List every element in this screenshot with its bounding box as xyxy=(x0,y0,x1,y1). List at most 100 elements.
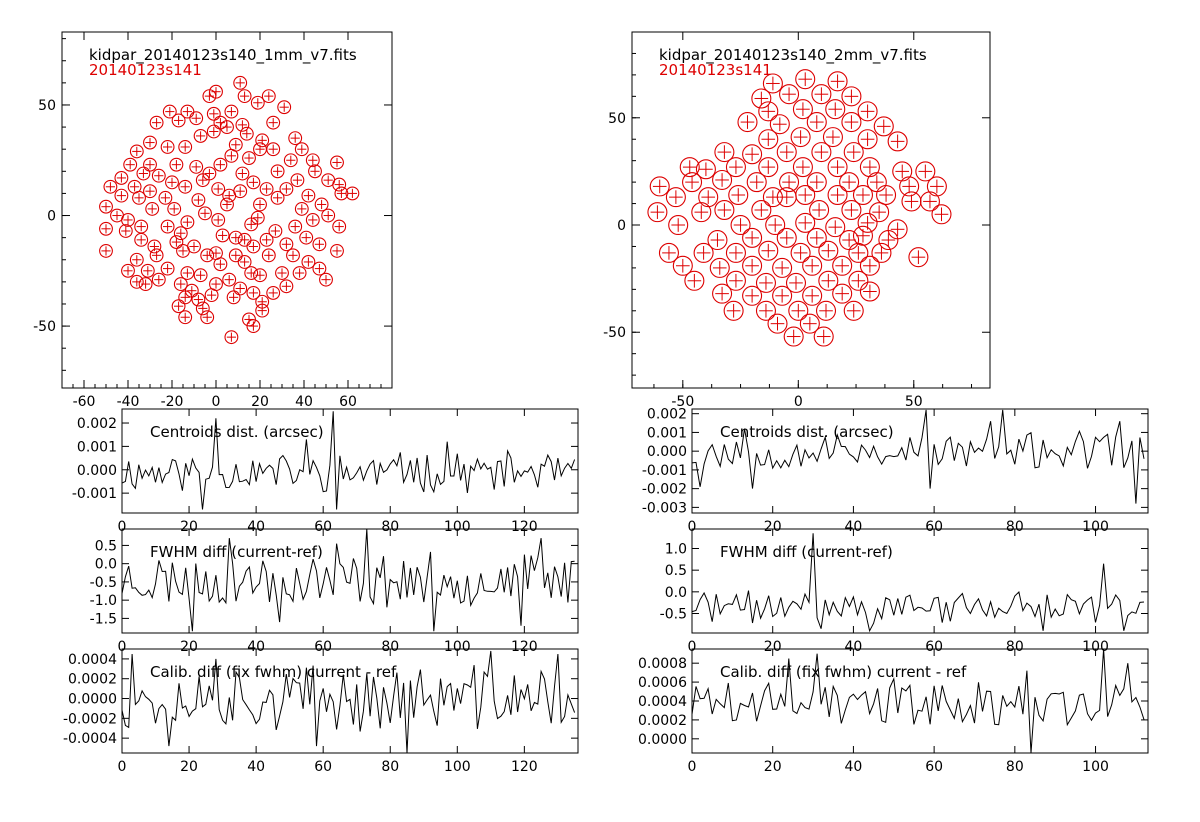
detector-marker xyxy=(330,155,344,170)
detector-marker xyxy=(684,270,705,291)
detector-marker xyxy=(134,219,149,234)
detector-marker xyxy=(802,255,823,276)
detector-marker xyxy=(682,172,703,193)
y-tick-label: -0.5 xyxy=(90,575,117,591)
detector-marker xyxy=(279,237,294,252)
detector-marker xyxy=(806,172,827,193)
detector-marker xyxy=(792,99,813,120)
detector-marker xyxy=(776,142,797,163)
detector-marker xyxy=(795,212,816,233)
x-tick-label: 100 xyxy=(1082,519,1109,535)
detector-marker xyxy=(213,157,228,172)
detector-marker xyxy=(202,89,217,104)
detector-marker xyxy=(195,173,210,188)
x-tick-label: 20 xyxy=(180,639,198,655)
residual-res1b-frame xyxy=(121,528,579,634)
residual-res1c-frame xyxy=(121,648,579,754)
detector-marker xyxy=(206,106,221,121)
y-tick-label: 0.000 xyxy=(77,463,117,479)
x-tick-label: 60 xyxy=(314,759,332,775)
x-tick-label: 80 xyxy=(381,639,399,655)
detector-marker xyxy=(180,266,195,280)
residual-plot-res2b: 0 20 40 60 80 100 -0.5 0.0 0.5 1.0 FWHM diff (curr… xyxy=(660,528,1149,655)
detector-marker xyxy=(827,157,848,178)
x-tick-label: 20 xyxy=(251,394,269,410)
x-tick-label: 60 xyxy=(339,394,357,410)
detector-marker xyxy=(224,104,239,119)
detector-marker xyxy=(121,213,135,227)
y-tick-label: 0.0008 xyxy=(638,656,687,672)
detector-marker xyxy=(261,89,276,104)
detector-marker xyxy=(742,144,763,165)
detector-marker xyxy=(818,240,839,261)
x-tick-label: 40 xyxy=(247,759,265,775)
detector-marker xyxy=(915,161,936,182)
y-tick-label: 0.0 xyxy=(95,557,117,573)
y-tick-label: -0.5 xyxy=(660,607,687,623)
detector-marker xyxy=(919,191,940,212)
detector-marker xyxy=(189,111,204,126)
detector-marker xyxy=(776,227,797,248)
detector-marker xyxy=(253,142,267,157)
detector-marker xyxy=(765,214,786,236)
detector-marker xyxy=(114,171,129,185)
detector-marker xyxy=(792,157,813,178)
detector-marker xyxy=(825,99,846,120)
detector-marker xyxy=(859,157,880,178)
residual-label: Centroids dist. (arcsec) xyxy=(720,423,894,441)
residual-label: Calib. diff (fix fwhm) current - ref xyxy=(720,663,967,681)
detector-marker xyxy=(250,210,265,225)
y-tick-label: -0.0002 xyxy=(63,711,117,727)
detector-marker xyxy=(169,235,184,249)
detector-marker xyxy=(742,227,763,248)
detector-marker xyxy=(321,208,336,223)
detector-marker xyxy=(286,248,300,263)
detector-marker xyxy=(279,279,294,294)
detector-marker xyxy=(292,266,307,280)
detector-marker xyxy=(246,239,261,254)
x-tick-label: 40 xyxy=(845,759,863,775)
y-tick-label: 50 xyxy=(608,111,626,127)
y-tick-label: -0.003 xyxy=(642,500,687,516)
detector-marker xyxy=(305,153,320,168)
y-tick-label: 50 xyxy=(38,98,56,114)
detector-marker xyxy=(859,281,880,302)
detector-marker xyxy=(204,288,219,303)
map-title: kidpar_20140123s140_2mm_v7.fits xyxy=(659,46,927,65)
detector-marker xyxy=(277,100,292,115)
detector-marker xyxy=(99,199,113,214)
detector-marker xyxy=(712,283,733,304)
detector-marker xyxy=(151,272,166,287)
detector-marker xyxy=(751,88,772,109)
detector-marker xyxy=(270,190,285,205)
detector-marker xyxy=(730,214,751,236)
y-tick-label: 0.0000 xyxy=(68,692,117,708)
detector-marker xyxy=(841,86,862,107)
x-tick-label: 0 xyxy=(118,519,127,535)
detector-marker xyxy=(136,166,151,181)
detector-marker xyxy=(802,285,823,306)
detector-marker xyxy=(679,157,700,178)
detector-marker xyxy=(165,175,179,190)
detector-marker xyxy=(244,217,259,232)
detector-marker xyxy=(668,214,689,236)
x-tick-label: 20 xyxy=(764,519,782,535)
y-tick-label: -0.001 xyxy=(642,463,687,479)
detector-marker xyxy=(709,257,730,278)
detector-marker xyxy=(132,190,146,205)
y-tick-label: 0.0002 xyxy=(638,713,687,729)
detector-marker xyxy=(118,224,133,238)
detector-marker xyxy=(647,202,668,223)
detector-marker xyxy=(728,184,749,206)
detector-marker xyxy=(876,184,897,206)
detector-marker xyxy=(200,310,215,325)
y-tick-label: 0.0004 xyxy=(638,694,687,710)
x-tick-label: 40 xyxy=(247,639,265,655)
detector-marker xyxy=(235,166,250,181)
detector-marker xyxy=(795,69,816,90)
detector-marker xyxy=(693,242,714,263)
detector-marker xyxy=(140,263,155,278)
detector-marker xyxy=(312,261,327,276)
detector-marker xyxy=(301,188,316,203)
